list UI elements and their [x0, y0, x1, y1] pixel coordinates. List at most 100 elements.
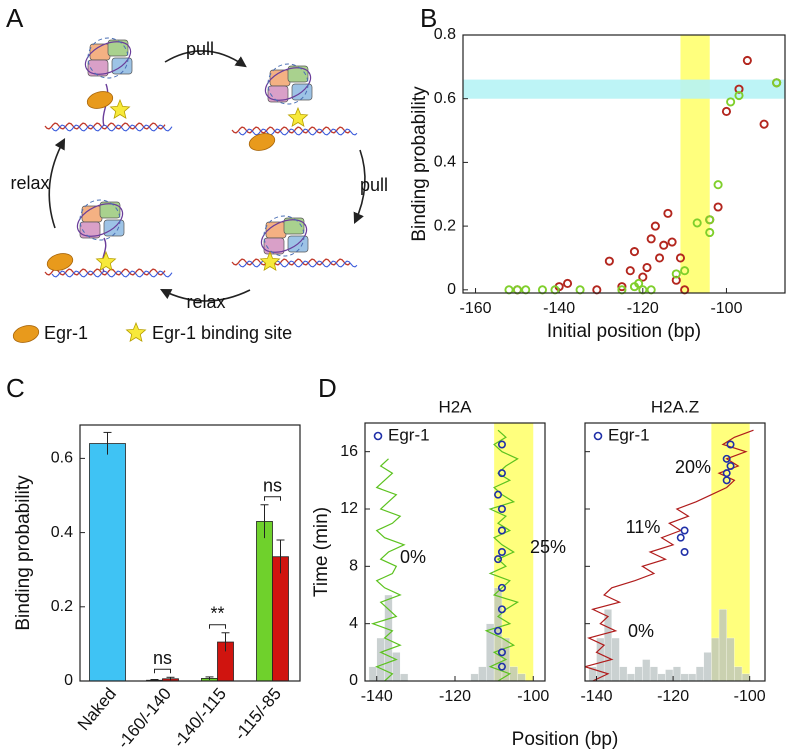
histogram-bar [718, 609, 727, 681]
egr-1-event [497, 440, 506, 449]
histone [79, 221, 101, 239]
plot-frame [584, 422, 766, 682]
trajectory [370, 458, 406, 681]
data-point [692, 218, 702, 228]
egr-1-event [680, 547, 689, 556]
data-point [512, 285, 522, 295]
data-point [680, 266, 690, 276]
egr-1-event [722, 454, 731, 463]
histone [99, 201, 121, 219]
histone [283, 217, 305, 235]
y-tick-label: 0 [64, 672, 73, 689]
y-tick-label: 0 [447, 281, 456, 298]
y-axis-label: Binding probability [409, 86, 430, 242]
y-axis-label: Binding probability [13, 475, 34, 631]
dna-wrap [84, 41, 132, 75]
x-tick-label: -120 [657, 688, 689, 705]
histogram-bar [642, 659, 651, 681]
histogram-bar [470, 673, 479, 681]
panel-label: C [6, 373, 25, 403]
x-tick-label: -115/-85 [231, 684, 285, 744]
x-tick-label: -100 [710, 300, 742, 317]
egr-1-protein [12, 325, 40, 343]
plot-area [463, 35, 785, 293]
plot-frame [364, 422, 546, 682]
data-point [713, 202, 723, 212]
data-point [721, 106, 732, 116]
panel-label: B [420, 3, 437, 33]
legend-label: Egr-1 [388, 425, 430, 444]
y-tick-label: 0.2 [434, 217, 456, 234]
x-tick-label: Naked [74, 684, 120, 734]
histogram-bar [695, 666, 704, 681]
data-point [642, 262, 652, 273]
histogram-bar [688, 673, 697, 681]
egr-1-event [676, 533, 685, 542]
nucleosome [84, 37, 133, 79]
egr-1-event [494, 626, 503, 635]
x-tick-label: -140 [361, 688, 393, 705]
histogram-bar [711, 637, 720, 681]
chart-title: H2A [438, 397, 472, 416]
egr-1-protein [86, 91, 114, 109]
arrow-label: relax [186, 292, 225, 312]
egr-1-protein [248, 133, 276, 151]
data-point [671, 269, 681, 279]
x-tick-label: -160 [460, 300, 492, 317]
data-point [638, 272, 648, 282]
histogram-bar [509, 666, 518, 681]
y-tick-label: 8 [349, 558, 358, 575]
binding-site-star [259, 250, 281, 271]
histone [107, 39, 129, 57]
x-tick-label: -140 [580, 688, 612, 705]
data-point [617, 282, 627, 292]
highlight-band [680, 35, 710, 293]
significance-bracket [264, 496, 281, 501]
y-tick-label: 16 [340, 443, 358, 460]
nucleosome [264, 63, 313, 105]
egr-1-protein [46, 253, 74, 271]
binding-site-star [95, 250, 117, 271]
nucleosome [260, 215, 309, 257]
data-point [667, 237, 677, 247]
histogram-bar [734, 666, 743, 681]
x-tick-label: -140 [543, 300, 575, 317]
bar [256, 521, 273, 682]
binding-site-star [287, 106, 309, 127]
histone [87, 59, 109, 77]
egr-1-event [497, 526, 506, 535]
y-tick-label: 12 [340, 500, 358, 517]
histogram-bar [680, 673, 689, 681]
y-tick-label: 0.8 [434, 26, 456, 43]
cycle-arrow [164, 50, 247, 68]
panel-label: A [6, 3, 24, 33]
dna-strand [238, 128, 358, 136]
percent-label: 0% [628, 621, 654, 641]
histogram-bar [376, 637, 385, 681]
histogram-bar [603, 609, 613, 681]
data-point [675, 253, 686, 263]
x-axis-label: Initial position (bp) [547, 321, 701, 342]
dna-strand [231, 258, 351, 266]
significance-bracket [154, 668, 171, 674]
histogram-bar [649, 666, 658, 681]
histogram-bar [400, 673, 409, 681]
data-point [629, 247, 640, 257]
histogram-bar [619, 666, 628, 681]
data-point [646, 285, 656, 295]
histogram-bar [703, 652, 712, 681]
dna-wrap [263, 215, 305, 257]
data-point [650, 221, 660, 231]
dna-strand [231, 126, 351, 134]
data-point [537, 285, 548, 295]
dna-wrap [260, 219, 308, 253]
highlight-band [463, 79, 785, 99]
significance-label: ** [210, 604, 224, 624]
percent-label: 11% [626, 517, 661, 537]
bar [89, 443, 126, 682]
x-tick-label: -140/-115 [169, 684, 230, 751]
x-axis-label: Position (bp) [512, 729, 619, 750]
panel-label: D [318, 373, 337, 403]
